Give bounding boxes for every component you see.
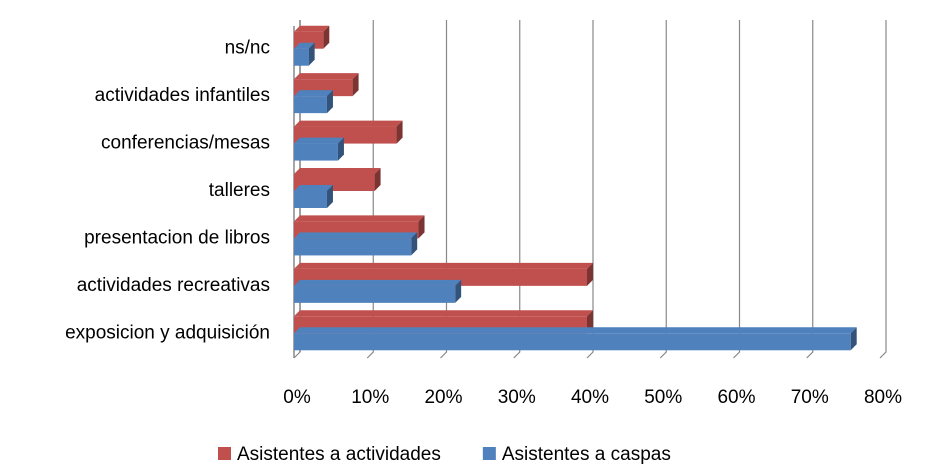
- bar-side: [411, 232, 418, 256]
- grid-line: [733, 20, 741, 359]
- grid-line: [879, 20, 887, 359]
- y-tick-label: conferencias/mesas: [101, 133, 270, 154]
- bar-top: [294, 232, 418, 239]
- bar-top: [294, 168, 381, 174]
- grid-line: [440, 20, 448, 359]
- y-tick-label: actividades recreativas: [77, 275, 270, 296]
- bar-side: [396, 120, 403, 144]
- x-tick-label: 0%: [283, 387, 311, 408]
- bar: [294, 185, 333, 208]
- bar-side: [337, 137, 344, 161]
- y-tick-label: actividades infantiles: [95, 85, 270, 106]
- grid-line: [513, 20, 521, 359]
- x-tick-label: 80%: [864, 387, 902, 408]
- bar-side: [850, 327, 857, 351]
- bar-top: [294, 327, 857, 334]
- x-tick-label: 60%: [717, 387, 755, 408]
- bar-top: [294, 90, 333, 97]
- bar-side: [418, 215, 425, 239]
- bar-face: [294, 285, 456, 303]
- bar-side: [455, 279, 462, 303]
- x-tick-label: 70%: [791, 387, 829, 408]
- legend-swatch: [482, 447, 496, 460]
- bar-top: [294, 120, 403, 127]
- bar-side: [326, 185, 333, 208]
- y-tick-label: exposicion y adquisición: [65, 322, 270, 343]
- x-tick-label: 50%: [644, 387, 682, 408]
- y-tick-label: presentacion de libros: [84, 227, 270, 248]
- bar-side: [587, 262, 593, 286]
- legend-label: Asistentes a actividades: [237, 444, 441, 465]
- bar-face: [294, 143, 338, 161]
- bar: [294, 42, 315, 66]
- bar-side: [352, 73, 359, 97]
- bar-face: [294, 96, 327, 114]
- x-tick-label: 40%: [571, 387, 609, 408]
- bar-top: [294, 73, 359, 80]
- bar-top: [294, 25, 330, 32]
- bar-top: [294, 42, 315, 49]
- x-tick-label: 30%: [498, 387, 536, 408]
- bar-top: [294, 279, 462, 286]
- bar: [294, 232, 418, 256]
- y-tick-label: talleres: [209, 180, 270, 201]
- bar: [294, 90, 333, 114]
- x-tick-label: 10%: [351, 387, 389, 408]
- grid-line: [806, 20, 814, 359]
- bar-side: [323, 25, 330, 49]
- legend-swatch: [218, 447, 231, 460]
- bar: [294, 327, 857, 351]
- bar-top: [294, 137, 344, 144]
- grid-line: [659, 20, 667, 359]
- bar: [294, 137, 344, 161]
- legend-label: Asistentes a caspas: [502, 444, 671, 465]
- x-tick-label: 20%: [424, 387, 462, 408]
- y-tick-label: ns/nc: [225, 38, 270, 59]
- bar: [294, 279, 462, 303]
- grid-line: [586, 20, 594, 359]
- bar-top: [294, 185, 333, 191]
- bar-side: [326, 90, 333, 114]
- bar-top: [294, 310, 593, 317]
- bar-face: [294, 48, 309, 66]
- bar-side: [374, 168, 381, 191]
- bar-face: [294, 191, 327, 208]
- bar-face: [294, 333, 851, 351]
- bar-side: [308, 42, 315, 66]
- bar-top: [294, 215, 425, 222]
- bar-face: [294, 238, 412, 256]
- bar-top: [294, 262, 593, 269]
